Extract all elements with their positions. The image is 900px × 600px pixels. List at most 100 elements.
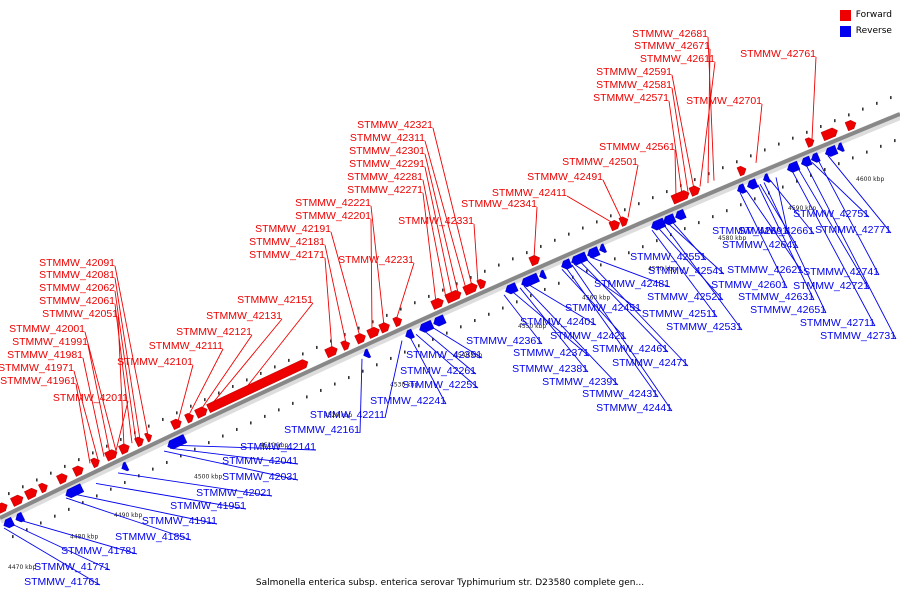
leader-line — [114, 277, 141, 440]
tick-mark — [470, 276, 472, 280]
tick-mark — [820, 124, 822, 128]
tick-mark — [236, 427, 238, 431]
gene-label: STMMW_42621 — [727, 264, 803, 276]
gene-label: STMMW_42151 — [237, 294, 313, 306]
tick-mark — [694, 178, 696, 182]
forward-gene — [340, 340, 350, 351]
leader-line — [395, 262, 415, 321]
tick-mark — [624, 208, 626, 212]
tick-mark — [194, 447, 196, 451]
leader-line — [114, 303, 133, 444]
leader-line — [707, 36, 715, 181]
leader-line — [19, 519, 138, 555]
forward-gene — [72, 465, 84, 477]
tick-mark — [600, 263, 602, 267]
tick-mark — [428, 294, 430, 298]
tick-mark — [530, 294, 532, 298]
tick-mark — [372, 320, 374, 324]
leader-line — [187, 348, 224, 417]
tick-mark — [166, 460, 168, 464]
forward-gene — [206, 359, 309, 413]
leader-line — [243, 302, 314, 391]
leader-line — [651, 229, 718, 318]
leader-line — [75, 383, 91, 464]
forward-gene — [736, 165, 747, 177]
tick-mark — [526, 251, 528, 255]
tick-mark — [698, 221, 700, 225]
gene-label: STMMW_42651 — [750, 304, 826, 316]
tick-label: 4470 kbp — [8, 564, 36, 571]
leader-line — [73, 370, 99, 460]
tick-mark — [652, 196, 654, 200]
tick-mark — [484, 269, 486, 273]
leader-line — [384, 340, 403, 419]
leader-line — [330, 231, 361, 337]
forward-gene — [392, 316, 403, 328]
tick-mark — [22, 485, 24, 489]
tick-mark — [862, 107, 864, 111]
forward-gene — [476, 278, 487, 290]
leader-line — [422, 179, 447, 298]
forward-gene — [184, 413, 194, 424]
tick-mark — [568, 232, 570, 236]
tick-mark — [582, 226, 584, 230]
leader-line — [359, 358, 363, 434]
reverse-gene — [587, 246, 601, 259]
tick-mark — [614, 257, 616, 261]
tick-mark — [148, 424, 150, 428]
tick-label: 4530 kbp — [390, 381, 418, 388]
tick-mark — [78, 458, 80, 462]
reverse-gene — [837, 142, 845, 152]
tick-mark — [708, 172, 710, 176]
reverse-gene — [433, 314, 447, 327]
gene-label: STMMW_42051 — [42, 308, 118, 320]
gene-label: STMMW_42041 — [222, 455, 298, 467]
tick-mark — [390, 356, 392, 360]
leader-line — [797, 167, 870, 290]
gene-layer — [0, 120, 857, 529]
leader-line — [65, 497, 192, 541]
tick-mark — [222, 434, 224, 438]
tick-mark — [12, 535, 14, 539]
gene-label: STMMW_41781 — [61, 545, 137, 557]
gene-label: STMMW_41981 — [7, 349, 83, 361]
forward-gene — [354, 333, 366, 345]
tick-mark — [852, 156, 854, 160]
forward-gene — [378, 322, 390, 334]
reverse-gene — [121, 461, 130, 472]
tick-mark — [596, 220, 598, 224]
tick-label: 4500 kbp — [194, 474, 222, 481]
tick-mark — [208, 441, 210, 445]
gene-label: STMMW_42771 — [815, 224, 891, 236]
leader-line — [602, 179, 623, 221]
forward-gene — [134, 436, 144, 448]
gene-label: STMMW_42201 — [295, 210, 371, 222]
forward-gene — [170, 418, 182, 430]
leader-line — [561, 268, 627, 340]
leader-line — [209, 318, 283, 407]
map-caption: Salmonella enterica subsp. enterica sero… — [255, 578, 645, 588]
gene-label: STMMW_42241 — [370, 395, 446, 407]
leader-line — [755, 103, 763, 163]
leader-line — [431, 326, 483, 359]
tick-mark — [890, 96, 892, 100]
gene-label: STMMW_42331 — [398, 215, 474, 227]
gene-label: STMMW_42691 — [712, 225, 788, 237]
tick-mark — [152, 467, 154, 471]
forward-gene — [820, 127, 838, 142]
gene-label: STMMW_42361 — [466, 335, 542, 347]
tick-mark — [176, 411, 178, 415]
gene-label: STMMW_42141 — [240, 441, 316, 453]
gene-label: STMMW_42221 — [295, 197, 371, 209]
tick-label: 4560 kbp — [582, 294, 610, 301]
tick-label: 4600 kbp — [856, 176, 884, 183]
tick-mark — [810, 173, 812, 177]
tick-mark — [250, 421, 252, 425]
leader-line — [589, 256, 671, 288]
gene-label: STMMW_42391 — [542, 376, 618, 388]
gene-label: STMMW_42101 — [117, 356, 193, 368]
forward-gene — [144, 432, 153, 443]
tick-mark — [218, 391, 220, 395]
leader-line — [115, 400, 129, 451]
tick-label: 4580 kbp — [718, 235, 746, 242]
